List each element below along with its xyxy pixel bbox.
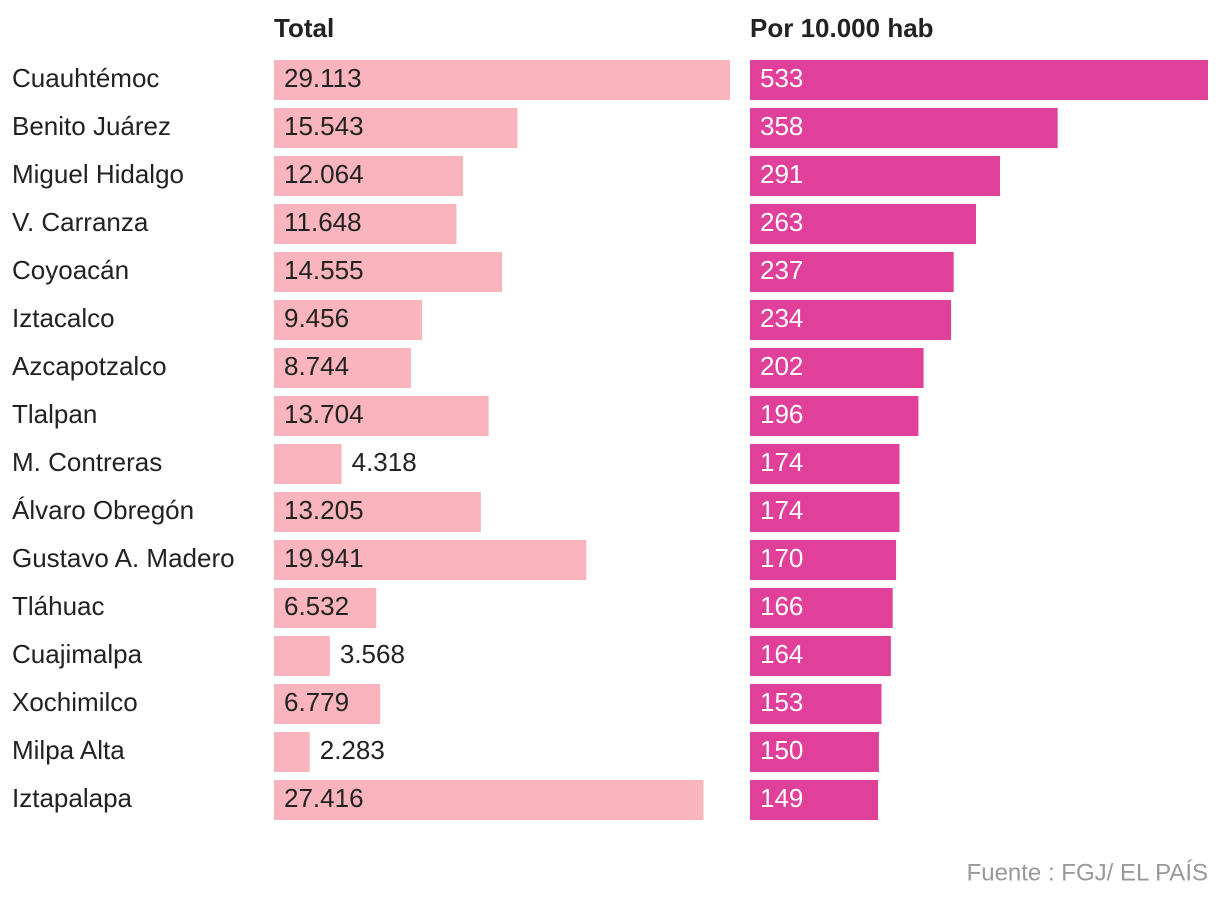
bar bbox=[274, 732, 310, 772]
bar bbox=[750, 204, 976, 244]
category-label: M. Contreras bbox=[12, 447, 162, 477]
category-label: V. Carranza bbox=[12, 207, 149, 237]
value-label: 196 bbox=[760, 399, 803, 429]
value-label: 234 bbox=[760, 303, 803, 333]
value-label: 150 bbox=[760, 735, 803, 765]
category-label: Benito Juárez bbox=[12, 111, 171, 141]
category-label: Azcapotzalco bbox=[12, 351, 167, 381]
value-label: 29.113 bbox=[284, 63, 362, 93]
category-label: Miguel Hidalgo bbox=[12, 159, 184, 189]
category-label: Coyoacán bbox=[12, 255, 129, 285]
value-label: 4.318 bbox=[352, 447, 417, 477]
value-label: 27.416 bbox=[284, 783, 364, 813]
bar bbox=[274, 540, 587, 580]
bar bbox=[274, 204, 457, 244]
category-label: Gustavo A. Madero bbox=[12, 543, 235, 573]
value-label: 14.555 bbox=[284, 255, 364, 285]
value-label: 9.456 bbox=[284, 303, 349, 333]
value-label: 237 bbox=[760, 255, 803, 285]
value-label: 166 bbox=[760, 591, 803, 621]
bar bbox=[274, 684, 381, 724]
value-label: 13.205 bbox=[284, 495, 364, 525]
value-label: 6.532 bbox=[284, 591, 349, 621]
value-label: 358 bbox=[760, 111, 803, 141]
bar bbox=[274, 636, 330, 676]
value-label: 2.283 bbox=[320, 735, 385, 765]
bar bbox=[750, 60, 1208, 100]
value-label: 291 bbox=[760, 159, 803, 189]
bar bbox=[750, 684, 882, 724]
panel-header: Total bbox=[274, 13, 334, 43]
bar bbox=[274, 60, 730, 100]
bar bbox=[274, 780, 704, 820]
bar bbox=[750, 732, 879, 772]
bar bbox=[750, 588, 893, 628]
bar bbox=[750, 444, 900, 484]
value-label: 13.704 bbox=[284, 399, 364, 429]
value-label: 202 bbox=[760, 351, 803, 381]
bar bbox=[750, 348, 924, 388]
panel-header: Por 10.000 hab bbox=[750, 13, 934, 43]
bar bbox=[274, 108, 518, 148]
value-label: 3.568 bbox=[340, 639, 405, 669]
bar bbox=[750, 300, 952, 340]
bar bbox=[750, 156, 1001, 196]
bar bbox=[750, 492, 900, 532]
bar bbox=[750, 540, 897, 580]
value-label: 164 bbox=[760, 639, 803, 669]
value-label: 11.648 bbox=[284, 207, 362, 237]
value-label: 153 bbox=[760, 687, 803, 717]
source: Fuente : FGJ/ EL PAÍS bbox=[967, 859, 1208, 886]
bar bbox=[750, 636, 891, 676]
value-label: 6.779 bbox=[284, 687, 349, 717]
category-label: Tlalpan bbox=[12, 399, 97, 429]
category-label: Cuauhtémoc bbox=[12, 63, 159, 93]
value-label: 12.064 bbox=[284, 159, 364, 189]
category-label: Álvaro Obregón bbox=[12, 495, 194, 525]
bar bbox=[274, 396, 489, 436]
bar bbox=[274, 444, 342, 484]
bar bbox=[274, 252, 502, 292]
value-label: 170 bbox=[760, 543, 803, 573]
value-label: 19.941 bbox=[284, 543, 364, 573]
value-label: 149 bbox=[760, 783, 803, 813]
value-label: 174 bbox=[760, 495, 803, 525]
bar bbox=[750, 252, 954, 292]
category-label: Milpa Alta bbox=[12, 735, 125, 765]
bar bbox=[750, 780, 879, 820]
bar bbox=[274, 300, 423, 340]
bar bbox=[750, 396, 919, 436]
category-label: Xochimilco bbox=[12, 687, 138, 717]
bar bbox=[274, 348, 411, 388]
bar bbox=[274, 588, 377, 628]
category-label: Iztacalco bbox=[12, 303, 115, 333]
value-label: 533 bbox=[760, 63, 803, 93]
category-label: Cuajimalpa bbox=[12, 639, 143, 669]
value-label: 174 bbox=[760, 447, 803, 477]
category-label: Tláhuac bbox=[12, 591, 105, 621]
bar bbox=[750, 108, 1058, 148]
category-label: Iztapalapa bbox=[12, 783, 133, 813]
bar bbox=[274, 492, 481, 532]
value-label: 15.543 bbox=[284, 111, 364, 141]
value-label: 263 bbox=[760, 207, 803, 237]
bar bbox=[274, 156, 463, 196]
value-label: 8.744 bbox=[284, 351, 349, 381]
